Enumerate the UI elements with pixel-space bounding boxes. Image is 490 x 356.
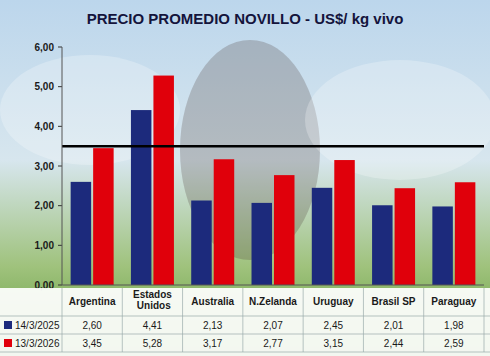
label-part: Argentina — [69, 296, 116, 307]
bar — [93, 148, 113, 285]
decoration — [305, 60, 490, 180]
bar — [252, 203, 272, 285]
reference-line — [62, 145, 484, 148]
y-tick — [58, 205, 62, 206]
bar — [432, 206, 452, 285]
table-value: 3,45 — [82, 338, 102, 349]
legend-label: 14/3/2025 — [15, 320, 60, 331]
table-value: 2,77 — [263, 338, 283, 349]
table-line — [122, 288, 123, 352]
table-line — [363, 288, 364, 352]
label-part: Estados — [133, 289, 172, 300]
bar — [395, 188, 415, 285]
legend-swatch — [4, 321, 12, 329]
table-line — [242, 288, 243, 352]
y-tick — [58, 126, 62, 127]
x-tick-label: Uruguay — [313, 296, 354, 307]
label-part: Brasil SP — [372, 296, 416, 307]
table-value: 4,41 — [143, 320, 163, 331]
y-tick — [58, 47, 62, 48]
bars — [62, 76, 484, 285]
y-tick — [58, 86, 62, 87]
label-part: Australia — [191, 296, 234, 307]
bar — [131, 110, 151, 285]
table-line — [484, 288, 485, 352]
table-value: 5,28 — [143, 338, 163, 349]
bar — [274, 175, 294, 285]
table-line — [423, 288, 424, 352]
legend-swatch — [4, 339, 12, 347]
table-value: 1,98 — [444, 320, 464, 331]
chart: PRECIO PROMEDIO NOVILLO - US$/ kg vivo0,… — [0, 0, 490, 356]
label-part: N.Zelanda — [249, 296, 297, 307]
bar — [334, 160, 354, 285]
table-value: 2,59 — [444, 338, 464, 349]
table-value: 2,07 — [263, 320, 283, 331]
legend-label: 13/3/2026 — [15, 338, 60, 349]
table-value: 3,15 — [324, 338, 344, 349]
x-tick-label: Paraguay — [431, 296, 476, 307]
x-tick-label: Argentina — [69, 296, 116, 307]
y-axis — [62, 47, 63, 285]
x-tick-label: Estados Unidos — [133, 289, 172, 311]
y-tick — [58, 166, 62, 167]
y-tick-label: 4,00 — [35, 121, 55, 132]
y-tick-label: 2,00 — [35, 200, 55, 211]
y-tick — [58, 285, 62, 286]
label-part: Paraguay — [431, 296, 476, 307]
decoration — [0, 55, 180, 165]
x-axis — [62, 285, 484, 286]
x-tick-label: Australia — [191, 296, 234, 307]
label-part: Uruguay — [313, 296, 354, 307]
y-tick-label: 3,00 — [35, 161, 55, 172]
table-line — [0, 352, 490, 353]
table-value: 2,13 — [203, 320, 223, 331]
chart-container: PRECIO PROMEDIO NOVILLO - US$/ kg vivo0,… — [0, 0, 490, 356]
y-tick-label: 1,00 — [35, 240, 55, 251]
x-tick-label: N.Zelanda — [249, 296, 297, 307]
bar — [214, 159, 234, 285]
table-line — [0, 334, 490, 335]
title: PRECIO PROMEDIO NOVILLO - US$/ kg vivo — [87, 10, 404, 27]
table-value: 3,17 — [203, 338, 223, 349]
x-tick-label: Brasil SP — [372, 296, 416, 307]
bar — [455, 182, 475, 285]
label-part: Unidos — [134, 300, 171, 311]
y-tick — [58, 245, 62, 246]
table-line — [0, 316, 490, 317]
y-tick-label: 6,00 — [35, 42, 55, 53]
table-line — [182, 288, 183, 352]
bar — [372, 205, 392, 285]
table-value: 2,45 — [324, 320, 344, 331]
table-value: 2,01 — [384, 320, 404, 331]
table-line — [303, 288, 304, 352]
bar — [312, 188, 332, 285]
bar — [71, 182, 91, 285]
table-value: 2,44 — [384, 338, 404, 349]
y-tick-label: 5,00 — [35, 81, 55, 92]
table-value: 2,60 — [82, 320, 102, 331]
table-bg — [0, 288, 490, 356]
bar — [191, 201, 211, 285]
table-line — [62, 288, 63, 352]
bar — [153, 76, 173, 285]
